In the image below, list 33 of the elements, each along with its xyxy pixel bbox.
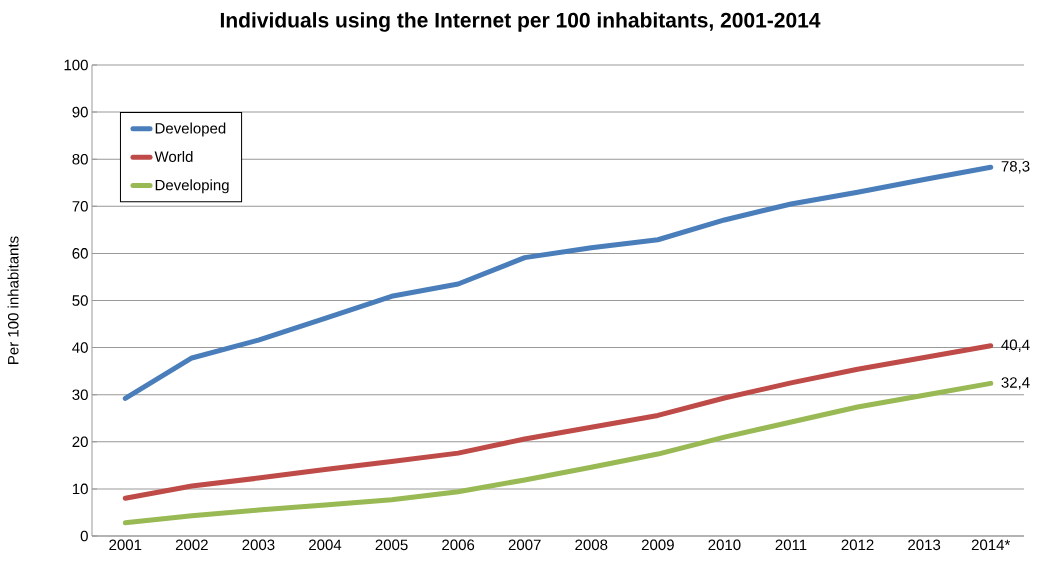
y-tick-label: 10 bbox=[72, 483, 88, 495]
y-tick-label: 60 bbox=[72, 248, 88, 259]
y-tick-label: 20 bbox=[72, 436, 88, 448]
y-tick-label: 40 bbox=[72, 342, 88, 353]
x-tick-label: 2013 bbox=[908, 539, 941, 551]
y-tick-label: 100 bbox=[64, 59, 88, 71]
y-tick-label: 50 bbox=[72, 295, 88, 306]
y-tick-label: 90 bbox=[72, 106, 88, 118]
x-tick-label: 2008 bbox=[575, 539, 608, 551]
legend-label: World bbox=[154, 150, 193, 162]
x-tick-label: 2003 bbox=[242, 539, 275, 551]
data-label: 78,3 bbox=[1001, 161, 1030, 174]
data-label: 40,4 bbox=[1001, 339, 1030, 352]
x-tick-label: 2011 bbox=[775, 539, 807, 551]
legend-label: Developed bbox=[155, 122, 226, 137]
x-tick-label: 2014* bbox=[971, 539, 1011, 551]
x-tick-label: 2009 bbox=[641, 539, 674, 551]
x-tick-label: 2006 bbox=[442, 539, 475, 551]
x-tick-label: 2001 bbox=[109, 539, 142, 551]
chart-title: Individuals using the Internet per 100 inhabitants, 2001-2014 bbox=[220, 12, 821, 32]
data-label: 32,4 bbox=[1001, 377, 1030, 390]
x-tick-label: 2007 bbox=[508, 539, 541, 551]
legend-label: Developing bbox=[155, 179, 229, 194]
y-tick-label: 0 bbox=[80, 530, 88, 542]
y-axis-title: Per 100 inhabitants bbox=[7, 236, 19, 364]
x-tick-label: 2012 bbox=[841, 539, 874, 551]
x-tick-label: 2002 bbox=[175, 539, 208, 551]
x-tick-label: 2010 bbox=[708, 539, 741, 551]
x-tick-label: 2004 bbox=[309, 539, 342, 551]
y-tick-label: 70 bbox=[72, 200, 88, 212]
y-tick-label: 30 bbox=[72, 389, 88, 401]
y-tick-label: 80 bbox=[72, 153, 88, 165]
x-tick-label: 2005 bbox=[375, 539, 408, 551]
